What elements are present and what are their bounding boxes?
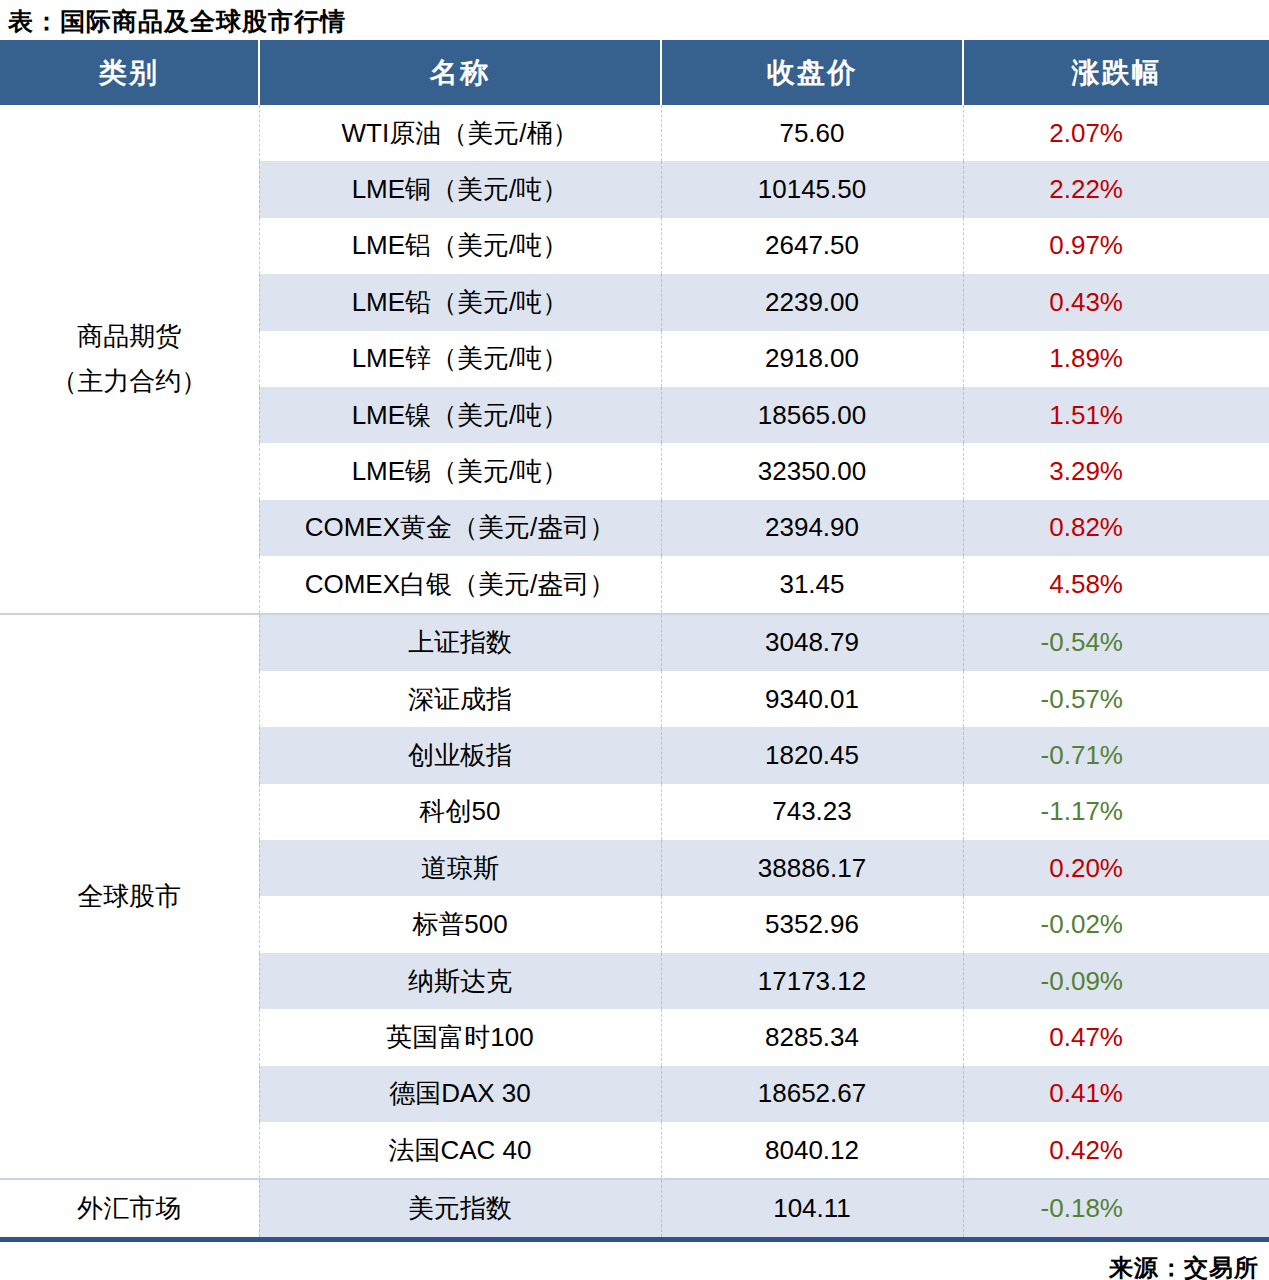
market-table: 类别 名称 收盘价 涨跌幅 商品期货（主力合约）WTI原油（美元/桶）75.60… (0, 40, 1269, 1242)
table-row: 商品期货（主力合约）WTI原油（美元/桶）75.602.07% (0, 105, 1269, 161)
category-label: 商品期货 (0, 314, 259, 359)
page-title: 表：国际商品及全球股市行情 (0, 0, 1269, 40)
category-cell: 商品期货（主力合约） (0, 105, 259, 614)
change-percent-cell: 0.82% (963, 500, 1269, 556)
change-percent-cell: 0.42% (963, 1122, 1269, 1179)
close-price-cell: 3048.79 (661, 614, 963, 671)
category-cell: 外汇市场 (0, 1179, 259, 1239)
change-percent-cell: -1.17% (963, 784, 1269, 840)
instrument-name-cell: 法国CAC 40 (259, 1122, 661, 1179)
close-price-cell: 2239.00 (661, 274, 963, 330)
change-percent-cell: 2.07% (963, 105, 1269, 161)
change-percent-cell: -0.09% (963, 953, 1269, 1009)
change-percent-cell: -0.71% (963, 727, 1269, 783)
instrument-name-cell: LME铝（美元/吨） (259, 218, 661, 274)
close-price-cell: 17173.12 (661, 953, 963, 1009)
header-category: 类别 (0, 40, 259, 105)
instrument-name-cell: COMEX白银（美元/盎司） (259, 556, 661, 613)
source-label: 来源：交易所 (0, 1242, 1269, 1280)
change-percent-cell: 0.47% (963, 1009, 1269, 1065)
change-percent-cell: 0.41% (963, 1066, 1269, 1122)
close-price-cell: 8285.34 (661, 1009, 963, 1065)
header-row: 类别 名称 收盘价 涨跌幅 (0, 40, 1269, 105)
table-row: 外汇市场美元指数104.11-0.18% (0, 1179, 1269, 1239)
change-percent-cell: -0.02% (963, 896, 1269, 952)
close-price-cell: 10145.50 (661, 161, 963, 217)
close-price-cell: 18652.67 (661, 1066, 963, 1122)
close-price-cell: 5352.96 (661, 896, 963, 952)
change-percent-cell: 0.43% (963, 274, 1269, 330)
change-percent-cell: 4.58% (963, 556, 1269, 613)
close-price-cell: 75.60 (661, 105, 963, 161)
instrument-name-cell: 科创50 (259, 784, 661, 840)
instrument-name-cell: 标普500 (259, 896, 661, 952)
change-percent-cell: 1.51% (963, 387, 1269, 443)
instrument-name-cell: WTI原油（美元/桶） (259, 105, 661, 161)
close-price-cell: 2647.50 (661, 218, 963, 274)
instrument-name-cell: 上证指数 (259, 614, 661, 671)
close-price-cell: 2394.90 (661, 500, 963, 556)
close-price-cell: 9340.01 (661, 671, 963, 727)
category-label: 外汇市场 (0, 1186, 259, 1231)
close-price-cell: 1820.45 (661, 727, 963, 783)
category-label: （主力合约） (0, 359, 259, 404)
instrument-name-cell: COMEX黄金（美元/盎司） (259, 500, 661, 556)
close-price-cell: 32350.00 (661, 443, 963, 499)
instrument-name-cell: LME锡（美元/吨） (259, 443, 661, 499)
table-body: 商品期货（主力合约）WTI原油（美元/桶）75.602.07%LME铜（美元/吨… (0, 105, 1269, 1239)
table-header: 类别 名称 收盘价 涨跌幅 (0, 40, 1269, 105)
close-price-cell: 743.23 (661, 784, 963, 840)
category-label: 全球股市 (0, 874, 259, 919)
header-close: 收盘价 (661, 40, 963, 105)
instrument-name-cell: LME镍（美元/吨） (259, 387, 661, 443)
close-price-cell: 2918.00 (661, 331, 963, 387)
instrument-name-cell: 英国富时100 (259, 1009, 661, 1065)
instrument-name-cell: LME铅（美元/吨） (259, 274, 661, 330)
change-percent-cell: -0.54% (963, 614, 1269, 671)
change-percent-cell: 0.20% (963, 840, 1269, 896)
table-row: 全球股市上证指数3048.79-0.54% (0, 614, 1269, 671)
instrument-name-cell: LME铜（美元/吨） (259, 161, 661, 217)
instrument-name-cell: 纳斯达克 (259, 953, 661, 1009)
instrument-name-cell: 德国DAX 30 (259, 1066, 661, 1122)
instrument-name-cell: 美元指数 (259, 1179, 661, 1239)
close-price-cell: 104.11 (661, 1179, 963, 1239)
instrument-name-cell: LME锌（美元/吨） (259, 331, 661, 387)
header-name: 名称 (259, 40, 661, 105)
category-cell: 全球股市 (0, 614, 259, 1180)
instrument-name-cell: 深证成指 (259, 671, 661, 727)
change-percent-cell: 3.29% (963, 443, 1269, 499)
change-percent-cell: 1.89% (963, 331, 1269, 387)
instrument-name-cell: 创业板指 (259, 727, 661, 783)
close-price-cell: 18565.00 (661, 387, 963, 443)
header-change: 涨跌幅 (963, 40, 1269, 105)
close-price-cell: 8040.12 (661, 1122, 963, 1179)
close-price-cell: 38886.17 (661, 840, 963, 896)
change-percent-cell: -0.57% (963, 671, 1269, 727)
change-percent-cell: -0.18% (963, 1179, 1269, 1239)
change-percent-cell: 2.22% (963, 161, 1269, 217)
instrument-name-cell: 道琼斯 (259, 840, 661, 896)
close-price-cell: 31.45 (661, 556, 963, 613)
change-percent-cell: 0.97% (963, 218, 1269, 274)
